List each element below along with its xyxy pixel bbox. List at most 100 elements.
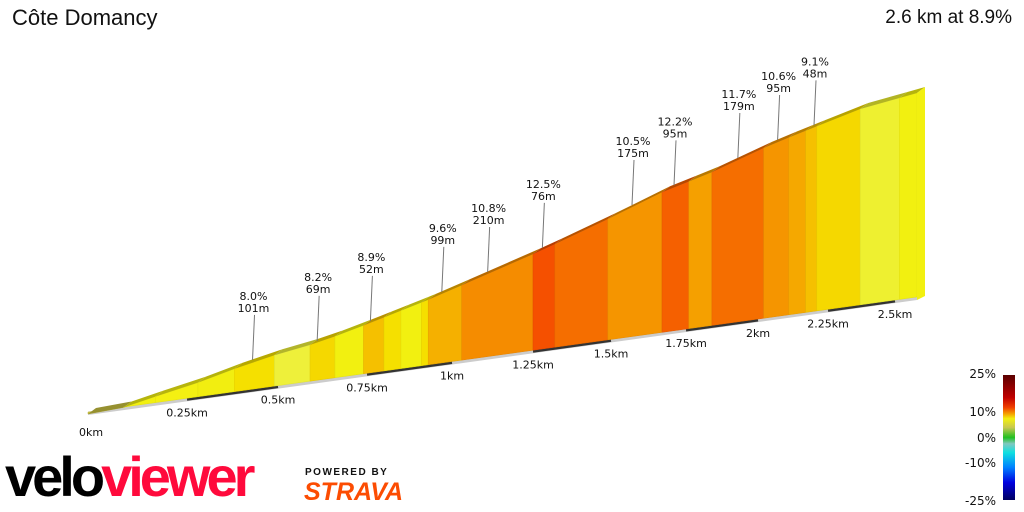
annotation-pointer — [673, 140, 677, 186]
x-tick-label: 1.5km — [594, 347, 629, 360]
grade-segment — [688, 171, 713, 329]
x-tick-label: 1.75km — [665, 337, 707, 350]
annotation-grade: 12.2% — [658, 115, 693, 128]
grade-segment-top — [816, 102, 869, 127]
veloviewer-logo: veloviewer — [5, 445, 255, 508]
grade-segment-top — [788, 124, 814, 138]
grade-color-legend-bar — [1003, 375, 1015, 500]
grade-segment — [421, 299, 429, 367]
distance-band — [532, 338, 612, 353]
grade-segment — [383, 310, 402, 372]
grade-segment-top — [334, 319, 372, 337]
grade-segment-top — [607, 186, 670, 220]
annotation-length: 95m — [766, 82, 791, 95]
grade-segment — [711, 147, 764, 326]
annotation-pointer — [631, 159, 635, 206]
climb-summary: 2.6 km at 8.9% — [885, 7, 1012, 28]
grade-segment-top — [428, 279, 470, 300]
grade-segment-top — [234, 349, 283, 369]
grade-segment-top — [899, 87, 925, 98]
grade-segment-top — [763, 131, 797, 148]
annotation-pointer — [487, 227, 491, 273]
grade-segment — [899, 92, 918, 300]
x-tick-label: 0.25km — [166, 406, 208, 419]
climb-title: Côte Domancy — [12, 5, 158, 30]
x-tick-label: 1.25km — [512, 358, 554, 371]
annotation-length: 179m — [723, 100, 755, 113]
annotation-length: 99m — [430, 234, 455, 247]
x-tick-label: 2.25km — [807, 317, 849, 330]
annotation-pointer — [813, 80, 817, 126]
strava-logo: STRAVA — [304, 478, 404, 506]
grade-segment-top — [363, 311, 392, 326]
x-tick-label: 0.5km — [261, 394, 296, 407]
x-tick-label: 1km — [440, 370, 464, 383]
distance-band — [366, 361, 453, 376]
annotation-length: 69m — [306, 283, 331, 296]
distance-band — [186, 385, 279, 401]
annotation-pointer — [441, 246, 445, 292]
annotation-grade: 9.6% — [429, 222, 457, 235]
distance-band — [827, 299, 896, 312]
annotation-length: 52m — [359, 263, 384, 276]
grade-segment-top — [155, 376, 206, 397]
annotation-pointer — [252, 314, 256, 360]
grade-segment — [461, 253, 534, 361]
annotation-length: 210m — [473, 214, 505, 227]
annotation-grade: 10.5% — [616, 135, 651, 148]
legend-label: 25% — [969, 367, 996, 381]
grade-segment-top — [310, 330, 343, 345]
grade-segment — [763, 137, 790, 319]
annotation-length: 175m — [617, 147, 649, 160]
annotation-length: 76m — [531, 190, 556, 203]
annotation-length: 101m — [238, 302, 270, 315]
grade-segment-top — [860, 91, 908, 109]
powered-by-label: POWERED BY — [305, 467, 389, 478]
legend-label: -25% — [964, 494, 996, 508]
x-tick-label: 2km — [746, 327, 770, 340]
distance-band — [685, 318, 759, 332]
grade-segment-top — [421, 293, 437, 303]
legend-label: 0% — [976, 431, 996, 445]
annotation-length: 48m — [803, 67, 828, 80]
grade-segment — [363, 317, 385, 375]
annotation-grade: 9.1% — [801, 55, 829, 68]
x-tick-label: 0km — [79, 426, 103, 439]
grade-segment — [805, 125, 818, 313]
x-tick-label: 0.75km — [346, 381, 388, 394]
profile-end-cap — [917, 87, 925, 300]
grade-segment — [859, 97, 900, 306]
annotation-grade: 10.6% — [761, 70, 796, 83]
grade-segment-top — [554, 213, 616, 245]
annotation-grade: 8.9% — [357, 251, 385, 264]
grade-segment-top — [662, 175, 697, 193]
grade-segment — [400, 302, 422, 369]
annotation-grade: 10.8% — [471, 202, 506, 215]
annotation-pointer — [777, 94, 781, 140]
grade-segment-top — [688, 166, 720, 182]
x-tick-label: 2.5km — [878, 308, 913, 321]
grade-segment-top — [274, 338, 319, 356]
annotation-length: 95m — [663, 127, 688, 140]
annotation-grade: 8.0% — [240, 290, 268, 303]
grade-segment-top — [123, 390, 164, 408]
grade-segment — [532, 243, 556, 351]
grade-segment — [816, 108, 861, 312]
grade-segment-top — [88, 401, 132, 414]
legend-label: -10% — [964, 456, 996, 470]
grade-segment-top — [197, 362, 243, 383]
grade-segment-top — [805, 120, 825, 131]
grade-segment-top — [533, 238, 563, 255]
annotation-grade: 11.7% — [721, 88, 756, 101]
annotation-pointer — [541, 202, 545, 248]
annotation-grade: 8.2% — [304, 271, 332, 284]
annotation-pointer — [737, 112, 741, 159]
grade-segment — [788, 130, 806, 316]
legend-label: 10% — [969, 405, 996, 419]
grade-segment-top — [711, 141, 772, 173]
annotation-pointer — [316, 295, 320, 341]
grade-segment-top — [384, 304, 409, 318]
grade-segment — [661, 181, 690, 333]
annotation-grade: 12.5% — [526, 178, 561, 191]
